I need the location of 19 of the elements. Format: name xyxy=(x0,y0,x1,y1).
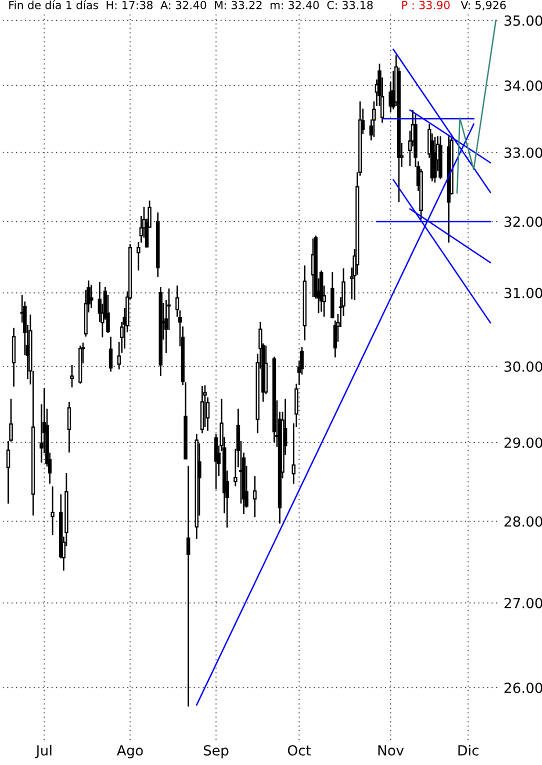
y-tick-label: 33.00 xyxy=(504,147,542,158)
x-tick-label: Ago xyxy=(116,745,143,758)
y-tick-label: 32.00 xyxy=(504,216,542,228)
y-tick-label: 34.00 xyxy=(504,80,542,91)
text: V: 5,926 xyxy=(460,0,506,10)
y-tick-label: 27.00 xyxy=(504,598,542,608)
chart-title: Fin de día 1 días H: 17:38 A: 32.40 M: 33.22 m: 32.40 C: 33.18 xyxy=(9,0,373,10)
y-tick-label: 28.00 xyxy=(504,516,542,527)
y-tick-label: 26.00 xyxy=(504,682,542,694)
y-tick-label: 35.00 xyxy=(504,15,542,26)
x-tick-label: Sep xyxy=(204,745,228,758)
x-tick-label: Oct xyxy=(288,745,311,756)
text: P : 33.90 xyxy=(402,0,450,10)
y-tick-label: 31.00 xyxy=(504,288,542,298)
y-tick-label: 30.00 xyxy=(504,361,542,372)
x-tick-label: Jul xyxy=(35,744,52,758)
x-tick-label: Dic xyxy=(458,744,478,756)
y-tick-label: 29.00 xyxy=(504,437,542,448)
x-tick-label: Nov xyxy=(378,745,404,756)
